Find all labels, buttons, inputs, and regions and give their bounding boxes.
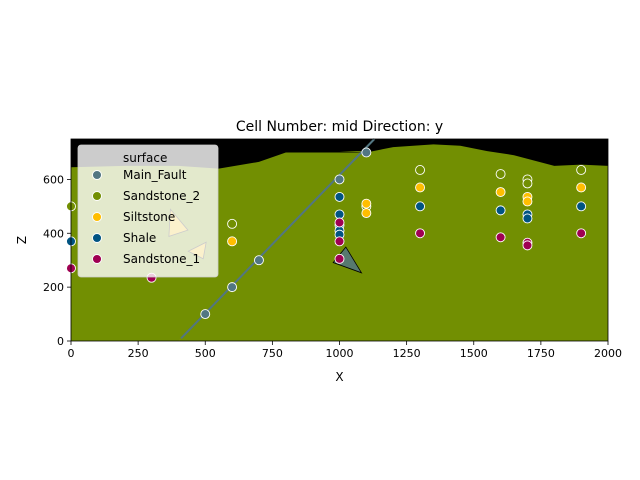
x-tick-label: 750 bbox=[262, 347, 283, 360]
main-fault-line bbox=[180, 138, 376, 340]
legend-title: surface bbox=[123, 151, 167, 165]
fault-layer bbox=[180, 138, 376, 340]
data-point-shale-27 bbox=[415, 201, 425, 212]
legend-label-sandstone_1: Sandstone_1 bbox=[123, 252, 200, 266]
data-point-sandstone_1-36 bbox=[334, 217, 345, 228]
legend-marker-shale bbox=[92, 233, 102, 243]
data-point-main_fault-0 bbox=[200, 309, 211, 320]
data-point-siltstone-16 bbox=[415, 182, 425, 193]
y-ticks: 0 200 400 600 bbox=[43, 173, 71, 348]
x-ticks: 0 250 500 750 1000 1250 1500 1750 2000 bbox=[68, 341, 622, 360]
data-point-sandstone_2-10 bbox=[576, 165, 587, 175]
data-point-sandstone_1-40 bbox=[522, 240, 533, 251]
data-point-siltstone-20 bbox=[576, 182, 587, 193]
legend-marker-sandstone_1 bbox=[92, 254, 102, 264]
x-tick-label: 1750 bbox=[527, 347, 555, 360]
data-point-sandstone_1-34 bbox=[334, 236, 345, 247]
legend: surface Main_Fault Sandstone_2 Siltstone Sh… bbox=[77, 144, 219, 278]
legend-marker-siltstone bbox=[92, 212, 102, 222]
data-point-sandstone_1-37 bbox=[415, 228, 425, 239]
data-point-sandstone_2-9 bbox=[522, 178, 533, 189]
data-point-sandstone_1-35 bbox=[334, 253, 345, 264]
chart-title: Cell Number: mid Direction: y bbox=[236, 119, 443, 135]
x-tick-label: 0 bbox=[68, 347, 75, 360]
x-tick-label: 2000 bbox=[594, 347, 622, 360]
data-point-siltstone-14 bbox=[361, 198, 372, 209]
y-tick-label: 600 bbox=[43, 173, 64, 186]
legend-marker-main_fault bbox=[92, 170, 102, 180]
data-point-main_fault-3 bbox=[334, 174, 345, 185]
legend-label-sandstone_2: Sandstone_2 bbox=[123, 189, 200, 203]
data-point-main_fault-4 bbox=[361, 147, 372, 158]
y-tick-label: 400 bbox=[43, 227, 64, 240]
data-point-sandstone_2-7 bbox=[495, 169, 506, 179]
x-tick-label: 250 bbox=[128, 347, 149, 360]
data-point-sandstone_2-11 bbox=[227, 218, 238, 229]
data-point-siltstone-13 bbox=[227, 236, 238, 247]
data-point-shale-31 bbox=[576, 201, 587, 212]
data-point-sandstone_1-41 bbox=[576, 228, 587, 239]
data-point-sandstone_1-38 bbox=[495, 232, 506, 243]
data-point-sandstone_2-6 bbox=[415, 165, 425, 175]
data-point-shale-22 bbox=[334, 191, 345, 202]
legend-box bbox=[77, 144, 219, 278]
legend-entries: Main_Fault Sandstone_2 Siltstone Shale Sands… bbox=[92, 168, 200, 266]
legend-label-main_fault: Main_Fault bbox=[123, 168, 187, 182]
x-tick-label: 1500 bbox=[460, 347, 488, 360]
data-point-shale-30 bbox=[522, 213, 533, 224]
data-point-siltstone-17 bbox=[495, 187, 506, 198]
x-tick-label: 1000 bbox=[326, 347, 354, 360]
y-axis-label: Z bbox=[15, 236, 29, 244]
data-point-main_fault-1 bbox=[227, 282, 238, 293]
axes: 0 250 500 750 1000 1250 1500 1750 2000 0 200 400 60… bbox=[15, 138, 622, 384]
y-tick-label: 0 bbox=[57, 335, 64, 348]
x-tick-label: 500 bbox=[195, 347, 216, 360]
legend-label-shale: Shale bbox=[123, 231, 156, 245]
legend-marker-sandstone_2 bbox=[92, 191, 102, 201]
x-tick-label: 1250 bbox=[393, 347, 421, 360]
x-axis-label: X bbox=[335, 370, 343, 384]
data-point-main_fault-2 bbox=[254, 255, 264, 266]
data-point-siltstone-19 bbox=[522, 196, 533, 207]
y-tick-label: 200 bbox=[43, 281, 64, 294]
data-point-siltstone-15 bbox=[361, 208, 372, 219]
data-point-shale-28 bbox=[495, 205, 506, 216]
legend-label-siltstone: Siltstone bbox=[123, 210, 175, 224]
